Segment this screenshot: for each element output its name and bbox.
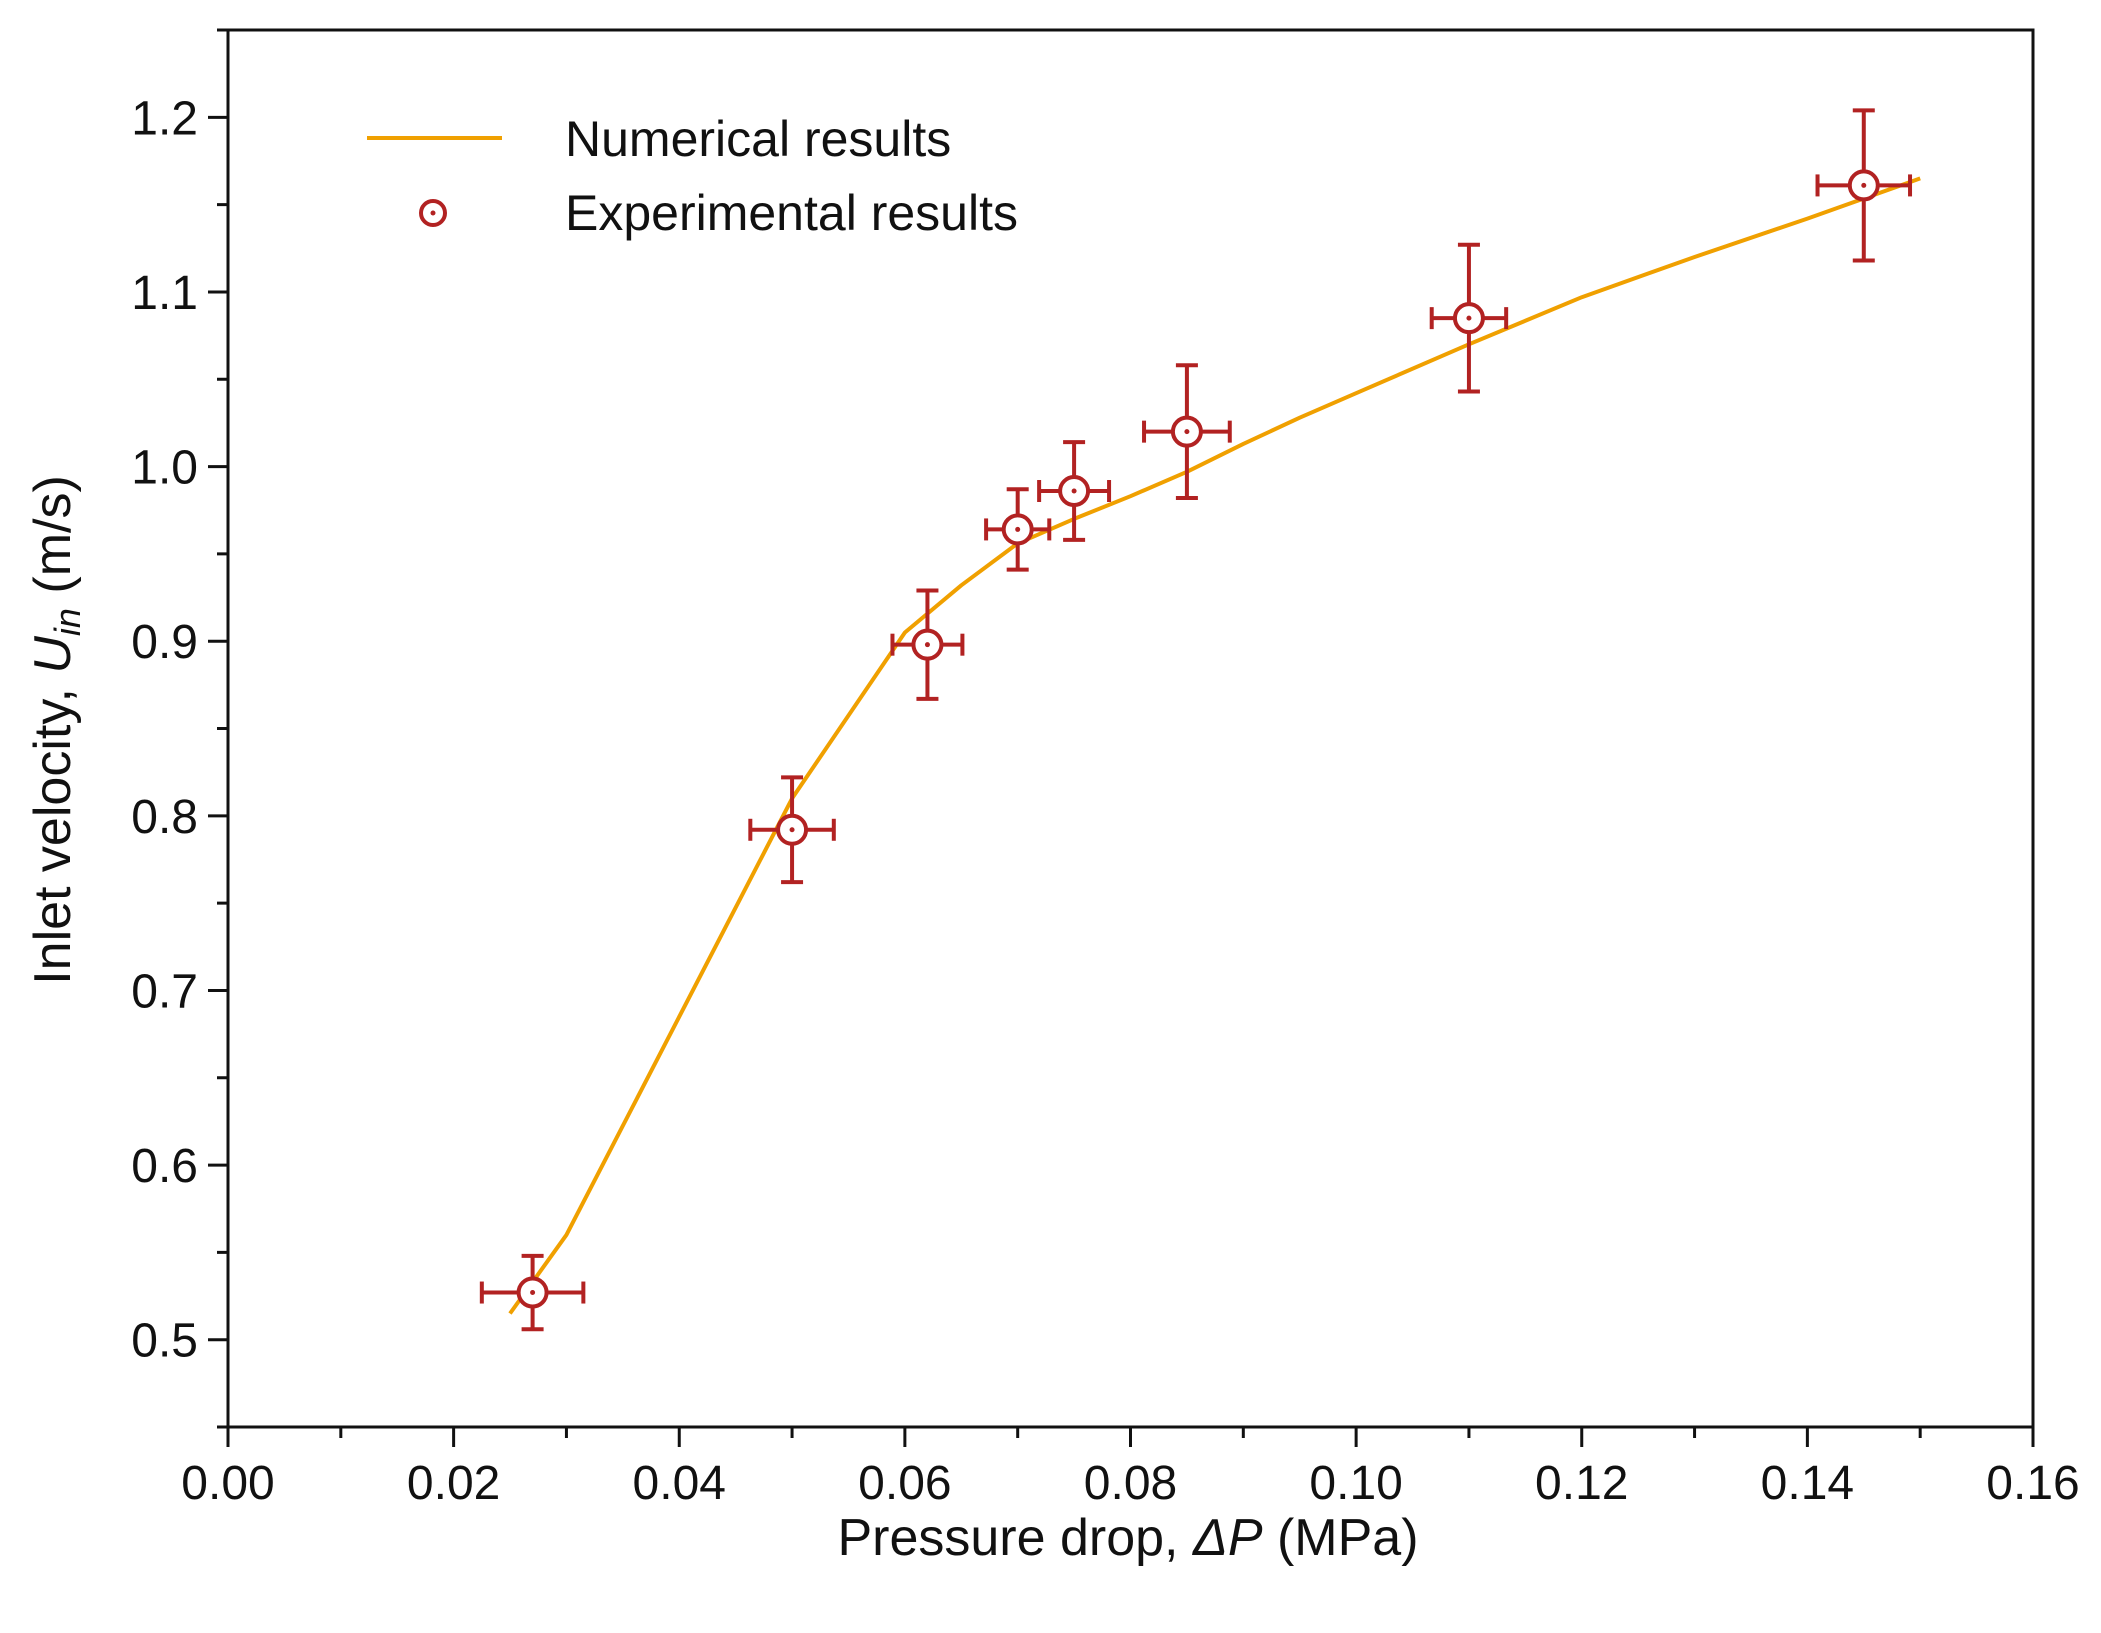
legend-label-experimental: Experimental results xyxy=(565,185,1018,241)
y-tick-label: 0.6 xyxy=(131,1140,198,1193)
experimental-marker-dot xyxy=(789,827,795,833)
experimental-marker-dot xyxy=(1071,488,1077,494)
experimental-marker-series xyxy=(479,108,1913,1332)
x-tick-label: 0.06 xyxy=(858,1457,951,1510)
x-tick-label: 0.12 xyxy=(1535,1457,1628,1510)
experimental-point xyxy=(1815,108,1913,263)
y-tick-label: 0.8 xyxy=(131,791,198,844)
x-tick-label: 0.00 xyxy=(181,1457,274,1510)
x-tick-label: 0.04 xyxy=(633,1457,726,1510)
x-tick-label: 0.02 xyxy=(407,1457,500,1510)
experimental-marker-dot xyxy=(1184,429,1190,435)
experimental-marker-dot xyxy=(1015,526,1021,532)
axis-ticks xyxy=(208,28,2035,1447)
legend-label-numerical: Numerical results xyxy=(565,111,951,167)
plot-frame xyxy=(226,28,2035,1429)
y-axis-title-symbol: U xyxy=(24,636,82,674)
y-axis-title-prefix: Inlet velocity, xyxy=(24,674,82,985)
y-axis-title: Inlet velocity, Uin (m/s) xyxy=(24,475,88,985)
y-tick-labels: 0.5 0.6 0.7 0.8 0.9 1.0 1.1 1.2 xyxy=(131,92,198,1367)
x-axis-title: Pressure drop, ΔP (MPa) xyxy=(837,1509,1418,1567)
experimental-marker-dot xyxy=(924,642,930,648)
y-tick-label: 0.7 xyxy=(131,965,198,1018)
x-tick-labels: 0.00 0.02 0.04 0.06 0.08 0.10 0.12 0.14 0.16 xyxy=(181,1457,2079,1510)
x-tick-label: 0.08 xyxy=(1084,1457,1177,1510)
experimental-point xyxy=(984,487,1052,572)
y-tick-label: 0.5 xyxy=(131,1315,198,1368)
y-tick-label: 1.2 xyxy=(131,92,198,145)
x-axis-title-prefix: Pressure drop, xyxy=(837,1509,1193,1567)
numerical-results-line xyxy=(508,176,1921,1315)
y-axis-title-unit: (m/s) xyxy=(24,475,82,608)
y-tick-label: 0.9 xyxy=(131,616,198,669)
experimental-point xyxy=(748,775,836,885)
x-tick-label: 0.16 xyxy=(1986,1457,2079,1510)
y-tick-label: 1.0 xyxy=(131,442,198,495)
experimental-marker-dot xyxy=(1466,315,1472,321)
x-axis-title-symbol: ΔP xyxy=(1191,1509,1263,1567)
x-axis-title-unit: (MPa) xyxy=(1263,1509,1419,1567)
experimental-marker-dot xyxy=(1861,182,1867,188)
experimental-point xyxy=(890,588,965,701)
legend: Numerical results Experimental results xyxy=(367,111,1018,241)
experimental-point xyxy=(1037,440,1112,542)
experimental-point xyxy=(1429,242,1509,394)
y-axis-title-subscript: in xyxy=(47,608,88,636)
numerical-line-series xyxy=(508,176,1921,1315)
experimental-point xyxy=(1142,363,1232,500)
y-tick-label: 1.1 xyxy=(131,267,198,320)
x-tick-label: 0.14 xyxy=(1761,1457,1854,1510)
experimental-point xyxy=(479,1253,586,1332)
experimental-marker-dot xyxy=(530,1290,536,1296)
legend-marker-swatch xyxy=(419,199,447,227)
x-tick-label: 0.10 xyxy=(1309,1457,1402,1510)
